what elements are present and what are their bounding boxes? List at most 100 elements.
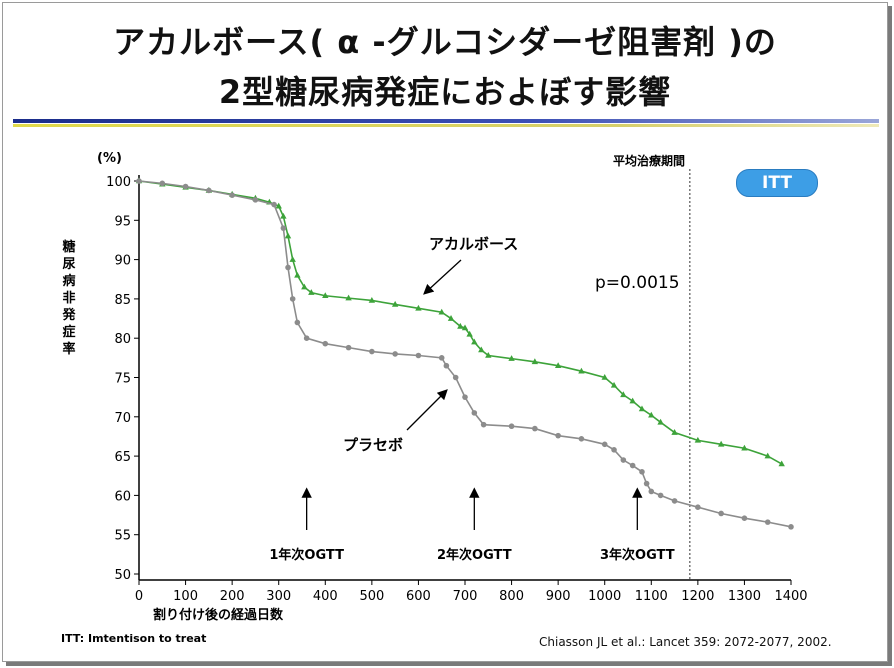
acarbose-point (610, 381, 618, 388)
placebo-point (229, 192, 235, 198)
ogtt-label: 2年次OGTT (437, 547, 512, 563)
placebo-point (322, 340, 329, 347)
placebo-point (788, 524, 794, 530)
placebo-point (136, 178, 142, 184)
acarbose-point (657, 418, 664, 425)
placebo-series-label: プラセボ (343, 436, 403, 454)
placebo-point (695, 504, 701, 510)
y-tick-label: 60 (114, 489, 131, 504)
x-tick-label: 1100 (635, 589, 668, 604)
acarbose-point (284, 232, 292, 239)
placebo-point (415, 352, 422, 359)
p-value-label: p=0.0015 (595, 273, 680, 293)
placebo-point (471, 410, 478, 416)
x-tick-label: 1300 (728, 589, 761, 604)
placebo-point (206, 187, 212, 194)
acarbose-point (471, 338, 478, 345)
placebo-arrow (406, 389, 448, 431)
placebo-point (639, 469, 645, 475)
acarbose-point (457, 322, 464, 329)
placebo-point (508, 423, 515, 430)
y-tick-label: 55 (114, 529, 131, 544)
x-tick-label: 1200 (681, 589, 714, 604)
placebo-point (578, 436, 585, 442)
acarbose-point (308, 289, 315, 295)
acarbose-point (415, 304, 422, 311)
placebo-point (392, 351, 398, 357)
acarbose-point (275, 202, 282, 209)
title-rule-yellow (13, 124, 879, 127)
x-tick-label: 900 (546, 589, 571, 604)
placebo-point (741, 515, 748, 521)
placebo-point (452, 374, 459, 381)
series-line-acarbose (138, 180, 783, 465)
acarbose-point (778, 460, 785, 467)
acarbose-point (391, 300, 399, 307)
x-tick-label: 600 (406, 589, 431, 604)
x-tick-label: 700 (453, 589, 478, 604)
acarbose-point (438, 308, 445, 315)
acarbose-point (485, 351, 492, 358)
y-tick-label: 65 (114, 450, 131, 465)
acarbose-point (368, 296, 376, 303)
y-tick-label: 75 (114, 372, 131, 387)
acarbose-point (508, 355, 515, 361)
placebo-point (303, 335, 310, 342)
acarbose-point (461, 324, 469, 331)
x-tick-label: 0 (135, 589, 143, 604)
citation: Chiasson JL et al.: Lancet 359: 2072-207… (539, 635, 832, 649)
placebo-point (532, 425, 538, 432)
placebo-point (462, 394, 468, 400)
placebo-point (289, 296, 296, 302)
placebo-point (657, 492, 664, 499)
y-tick-label: 100 (106, 175, 131, 190)
placebo-point (438, 355, 445, 361)
y-unit-label: (%) (97, 151, 122, 166)
slide-title-line1: アカルボース( α -グルコシダーゼ阻害剤 )の (113, 23, 777, 61)
placebo-point (271, 201, 277, 208)
placebo-point (629, 462, 636, 469)
acarbose-point (629, 397, 636, 404)
acarbose-point (648, 411, 655, 418)
acarbose-point (294, 271, 301, 278)
y-tick-label: 95 (114, 214, 131, 229)
acarbose-point (531, 358, 539, 365)
acarbose-point (554, 362, 562, 369)
acarbose-point (741, 444, 748, 451)
placebo-point (443, 362, 450, 369)
x-tick-label: 800 (499, 589, 524, 604)
acarbose-arrow (423, 259, 462, 295)
placebo-point (611, 447, 617, 453)
acarbose-point (466, 330, 473, 337)
x-tick-label: 200 (220, 589, 245, 604)
placebo-point (764, 519, 771, 525)
chart-marks (135, 177, 794, 530)
placebo-point (345, 344, 352, 351)
x-axis-label: 割り付け後の経過日数 (153, 607, 284, 623)
placebo-point (555, 432, 561, 439)
acarbose-point (578, 367, 585, 374)
placebo-point (294, 319, 301, 326)
placebo-point (159, 180, 166, 187)
ogtt-label: 3年次OGTT (600, 547, 675, 563)
y-tick-label: 85 (114, 293, 131, 308)
acarbose-point (717, 440, 725, 447)
placebo-point (252, 197, 259, 203)
placebo-point (718, 510, 724, 517)
y-tick-label: 50 (114, 568, 131, 583)
y-tick-label: 90 (114, 254, 131, 269)
placebo-point (182, 183, 189, 190)
acarbose-series-label: アカルボース (429, 235, 518, 253)
acarbose-point (280, 212, 287, 219)
title-rule-blue (13, 119, 879, 123)
acarbose-point (322, 292, 329, 299)
placebo-point (671, 498, 678, 504)
acarbose-point (601, 374, 608, 380)
series-line-placebo (138, 180, 792, 528)
placebo-point (369, 348, 375, 355)
acarbose-point (764, 452, 771, 459)
itt-note: ITT: Imtentison to treat (61, 632, 207, 645)
avg-treatment-period-label: 平均治療期間 (613, 153, 685, 168)
